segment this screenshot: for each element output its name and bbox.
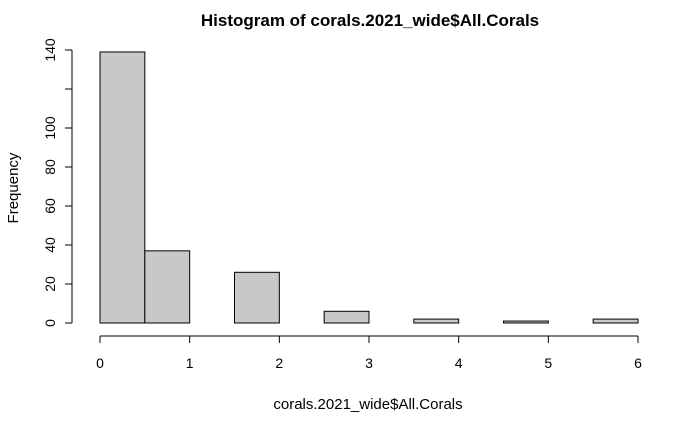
x-tick-label: 2	[275, 355, 283, 371]
y-tick-label: 100	[42, 116, 58, 140]
y-axis: 0 20 40 60 80 100 140	[42, 38, 73, 327]
bars-group	[99, 51, 639, 324]
histogram-bar	[592, 318, 639, 324]
x-axis: 0 1 2 3 4 5 6	[96, 335, 642, 371]
y-tick-label: 0	[42, 319, 58, 327]
x-tick-label: 3	[365, 355, 373, 371]
x-tick-label: 0	[96, 355, 104, 371]
histogram-bar	[323, 310, 370, 324]
y-tick-label: 60	[42, 198, 58, 214]
y-axis-label: Frequency	[5, 152, 22, 223]
x-tick-label: 1	[186, 355, 194, 371]
x-tick-label: 4	[455, 355, 463, 371]
histogram-bar	[99, 51, 146, 324]
x-axis-label: corals.2021_wide$All.Corals	[273, 396, 462, 413]
histogram-bar	[413, 318, 460, 324]
histogram-bar	[503, 320, 549, 324]
y-tick-label: 140	[42, 38, 58, 62]
y-tick-label: 40	[42, 237, 58, 253]
y-tick-label: 20	[42, 276, 58, 292]
histogram-bar	[234, 271, 280, 324]
x-tick-label: 6	[634, 355, 642, 371]
x-tick-label: 5	[544, 355, 552, 371]
histogram-bar	[144, 250, 191, 324]
y-tick-label: 80	[42, 159, 58, 175]
chart-title: Histogram of corals.2021_wide$All.Corals	[201, 11, 539, 30]
